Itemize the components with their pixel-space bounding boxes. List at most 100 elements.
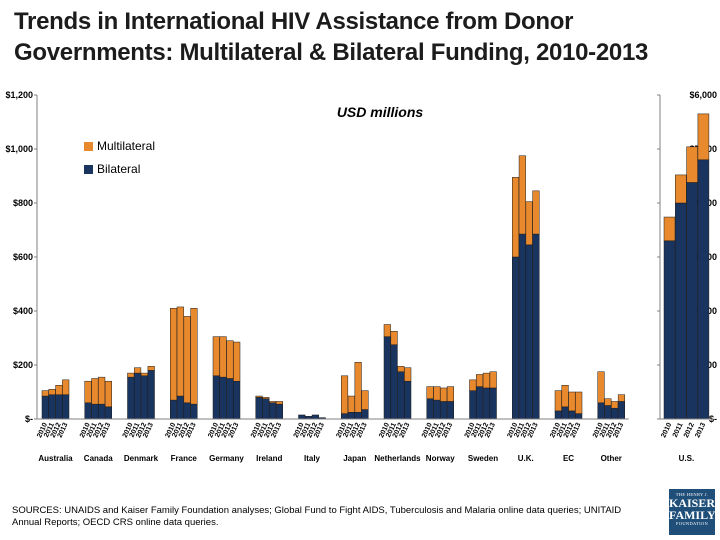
- y-tick-label-left: $400: [13, 306, 33, 316]
- category-label: EC: [563, 454, 574, 463]
- category-label: Norway: [426, 454, 455, 463]
- bar-bilateral: [664, 241, 675, 419]
- bar-bilateral: [404, 381, 411, 419]
- bar-bilateral: [555, 411, 562, 419]
- y-tick-label-left: $-: [25, 414, 33, 424]
- legend-item-bilateral: Bilateral: [84, 162, 140, 176]
- bar-multilateral: [598, 372, 605, 403]
- category-label: U.K.: [518, 454, 534, 463]
- bar-bilateral: [269, 403, 276, 419]
- bar-bilateral: [85, 403, 92, 419]
- bar-multilateral: [611, 401, 618, 408]
- bar-bilateral: [519, 234, 526, 419]
- bar-multilateral: [220, 337, 227, 378]
- bar-bilateral: [263, 399, 270, 419]
- bar-bilateral: [62, 395, 69, 419]
- bar-bilateral: [362, 410, 369, 419]
- bar-bilateral: [434, 400, 441, 419]
- category-label: Ireland: [256, 454, 282, 463]
- bar-bilateral: [618, 401, 625, 419]
- legend-swatch-bilateral: [84, 165, 93, 174]
- bar-multilateral: [512, 177, 519, 257]
- bar-multilateral: [148, 366, 155, 370]
- bar-bilateral: [512, 257, 519, 419]
- bar-bilateral: [227, 379, 234, 420]
- bar-bilateral: [276, 404, 283, 419]
- sources-note: SOURCES: UNAIDS and Kaiser Family Founda…: [12, 505, 652, 529]
- bar-multilateral: [404, 368, 411, 382]
- category-label: Germany: [209, 454, 244, 463]
- bar-multilateral: [533, 191, 540, 234]
- bar-multilateral: [470, 380, 477, 391]
- bar-multilateral: [42, 391, 49, 396]
- bar-multilateral: [398, 366, 405, 371]
- bar-multilateral: [177, 307, 184, 396]
- bar-bilateral: [220, 377, 227, 419]
- bar-multilateral: [128, 373, 135, 377]
- bar-multilateral: [687, 147, 698, 183]
- category-label: Canada: [84, 454, 113, 463]
- category-label: U.S.: [679, 454, 695, 463]
- bar-bilateral: [470, 391, 477, 419]
- category-label: Other: [601, 454, 622, 463]
- kff-logo: THE HENRY J. KAISER FAMILY FOUNDATION: [669, 489, 715, 535]
- y-tick-label-left: $200: [13, 360, 33, 370]
- legend-label-multilateral: Multilateral: [97, 139, 155, 153]
- bar-bilateral: [256, 397, 263, 419]
- bar-bilateral: [341, 414, 348, 419]
- bar-multilateral: [483, 373, 490, 388]
- bar-bilateral: [476, 387, 483, 419]
- bar-bilateral: [299, 415, 306, 419]
- logo-line-3: FAMILY: [669, 509, 715, 521]
- bar-bilateral: [92, 404, 99, 419]
- bar-bilateral: [177, 396, 184, 419]
- bar-multilateral: [427, 387, 434, 399]
- legend-swatch-multilateral: [84, 142, 93, 151]
- bar-multilateral: [519, 156, 526, 234]
- bar-multilateral: [49, 389, 56, 394]
- bar-bilateral: [427, 399, 434, 419]
- bar-multilateral: [233, 342, 240, 381]
- bar-multilateral: [170, 308, 177, 400]
- bar-bilateral: [170, 400, 177, 419]
- bar-multilateral: [92, 379, 99, 405]
- legend-item-multilateral: Multilateral: [84, 139, 155, 153]
- bar-bilateral: [562, 407, 569, 419]
- bar-multilateral: [440, 388, 447, 402]
- bar-multilateral: [348, 396, 355, 412]
- bar-bilateral: [611, 408, 618, 419]
- bar-multilateral: [56, 385, 63, 394]
- bar-bilateral: [348, 412, 355, 419]
- category-label: Italy: [304, 454, 321, 463]
- bar-bilateral: [675, 203, 686, 419]
- bar-bilateral: [598, 403, 605, 419]
- bar-multilateral: [98, 377, 105, 404]
- bar-multilateral: [105, 381, 112, 407]
- bar-multilateral: [256, 396, 263, 397]
- category-label: Sweden: [468, 454, 498, 463]
- y-tick-label-left: $600: [13, 252, 33, 262]
- bar-multilateral: [675, 175, 686, 203]
- bar-bilateral: [687, 182, 698, 419]
- bar-bilateral: [440, 401, 447, 419]
- bar-multilateral: [698, 114, 709, 160]
- bar-multilateral: [575, 392, 582, 414]
- y-tick-label-left: $1,200: [5, 90, 33, 100]
- bar-multilateral: [263, 397, 270, 398]
- bar-bilateral: [384, 337, 391, 419]
- bar-bilateral: [98, 404, 105, 419]
- bar-multilateral: [362, 391, 369, 410]
- bar-multilateral: [62, 380, 69, 395]
- bar-bilateral: [233, 381, 240, 419]
- bar-bilateral: [533, 234, 540, 419]
- y-tick-label-us: $6,000: [689, 90, 717, 100]
- bar-multilateral: [434, 387, 441, 401]
- bar-multilateral: [384, 325, 391, 337]
- bar-bilateral: [605, 406, 612, 420]
- bar-bilateral: [569, 411, 576, 419]
- bar-multilateral: [355, 362, 362, 412]
- y-tick-label-left: $1,000: [5, 144, 33, 154]
- bar-multilateral: [184, 316, 191, 402]
- bar-bilateral: [355, 412, 362, 419]
- hiv-funding-chart: $-$200$400$600$800$1,000$1,2002010201120…: [0, 0, 720, 500]
